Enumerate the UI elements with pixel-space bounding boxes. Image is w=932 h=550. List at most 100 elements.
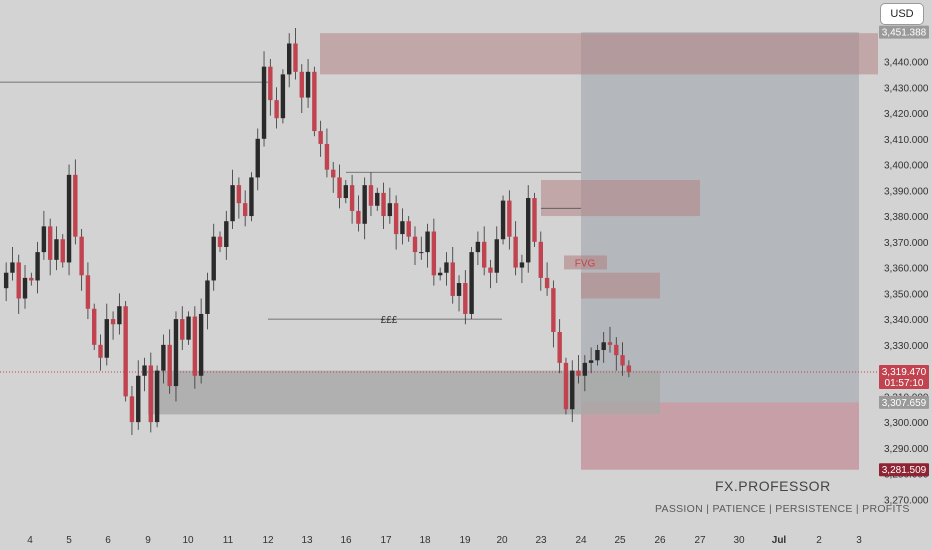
candle-body <box>419 252 424 254</box>
candle-body <box>400 221 405 235</box>
x-tick-label: Jul <box>772 535 787 546</box>
candle-body <box>507 200 512 237</box>
candle-body <box>324 143 330 170</box>
candle-body <box>312 71 317 132</box>
candle-body <box>117 306 122 325</box>
x-tick-label: 11 <box>223 535 234 546</box>
y-tick-label: 3,440.000 <box>884 58 929 69</box>
price-badge-value: 3,281.509 <box>882 465 927 476</box>
candle-body <box>463 283 468 314</box>
candle-body <box>526 198 531 263</box>
candle-body <box>538 241 543 278</box>
y-tick-label: 3,400.000 <box>884 161 929 172</box>
candle-body <box>570 370 575 410</box>
y-tick-label: 3,360.000 <box>884 264 929 275</box>
price-badge-value: 3,307.659 <box>882 398 927 409</box>
candle-body <box>180 319 185 340</box>
candle-body <box>582 362 588 376</box>
candle-body <box>557 331 562 363</box>
candle-body <box>532 198 537 242</box>
supply-zone-2 <box>581 272 660 299</box>
y-tick-label: 3,420.000 <box>884 109 929 120</box>
y-tick-label: 3,390.000 <box>884 186 929 197</box>
x-tick-label: 18 <box>419 535 431 546</box>
candle-body <box>98 344 103 358</box>
y-tick-label: 3,410.000 <box>884 135 929 146</box>
candle-body <box>142 365 147 376</box>
projection-zone-0 <box>581 32 859 403</box>
x-tick-label: 30 <box>733 535 745 546</box>
candle-body <box>425 231 430 253</box>
candle-body <box>500 200 506 240</box>
price-badge-3 <box>879 463 929 477</box>
candle-body <box>154 370 160 423</box>
candles <box>3 28 632 435</box>
candle-body <box>211 236 216 281</box>
candle-body <box>343 185 349 199</box>
candle-body <box>230 185 235 222</box>
candle-body <box>167 344 172 387</box>
x-tick-label: 9 <box>145 535 151 546</box>
x-tick-label: 26 <box>654 535 666 546</box>
x-tick-label: 25 <box>614 535 626 546</box>
x-tick-label: 16 <box>340 535 352 546</box>
candle-body <box>66 174 72 263</box>
candle-body <box>3 272 9 289</box>
x-tick-label: 3 <box>856 535 862 546</box>
x-tick-label: 5 <box>66 535 72 546</box>
candle-body <box>205 280 210 314</box>
candle-body <box>393 203 399 235</box>
candle-body <box>299 71 304 98</box>
demand-zone-0 <box>148 370 660 415</box>
candle-body <box>54 239 59 260</box>
fvg-label: FVG <box>575 258 596 269</box>
candle-body <box>387 203 393 217</box>
candle-body <box>293 43 298 72</box>
candle-body <box>513 236 518 268</box>
candle-body <box>551 288 556 332</box>
candle-body <box>337 177 342 199</box>
candle-body <box>475 241 481 253</box>
candle-body <box>249 177 254 217</box>
candle-body <box>255 138 260 178</box>
x-tick-label: 2 <box>816 535 822 546</box>
x-tick-label: 6 <box>105 535 111 546</box>
supply-zone-1 <box>541 180 700 217</box>
price-axis-panel <box>878 0 932 550</box>
candle-body <box>620 355 625 366</box>
candle-body <box>123 306 128 397</box>
y-tick-label: 3,270.000 <box>884 495 929 506</box>
candle-body <box>494 239 499 273</box>
candle-body <box>544 277 550 289</box>
candle-body <box>280 74 286 119</box>
candle-body <box>192 316 198 376</box>
candle-body <box>161 344 166 371</box>
candle-body <box>601 342 606 350</box>
y-tick-label: 3,350.000 <box>884 289 929 300</box>
candle-body <box>381 192 386 217</box>
candle-body <box>274 100 279 119</box>
x-tick-label: 20 <box>496 535 508 546</box>
candle-body <box>129 396 135 423</box>
candle-body <box>368 185 374 206</box>
candle-body <box>47 226 53 260</box>
x-tick-label: 19 <box>459 535 471 546</box>
candle-body <box>412 236 418 253</box>
fvg-box <box>564 255 607 270</box>
candle-body <box>85 275 91 309</box>
y-tick-label: 3,300.000 <box>884 418 929 429</box>
candle-body <box>362 185 367 224</box>
currency-button[interactable]: USD <box>880 3 924 25</box>
price-badge-1 <box>879 364 929 389</box>
x-tick-label: 12 <box>262 535 274 546</box>
candle-body <box>104 319 109 358</box>
candle-body <box>607 342 613 345</box>
x-tick-label: 10 <box>182 535 194 546</box>
candle-body <box>595 350 600 361</box>
candle-body <box>626 365 632 372</box>
x-tick-label: 4 <box>27 535 33 546</box>
x-tick-label: 24 <box>575 535 587 546</box>
candle-body <box>305 71 311 98</box>
candle-body <box>356 210 361 224</box>
